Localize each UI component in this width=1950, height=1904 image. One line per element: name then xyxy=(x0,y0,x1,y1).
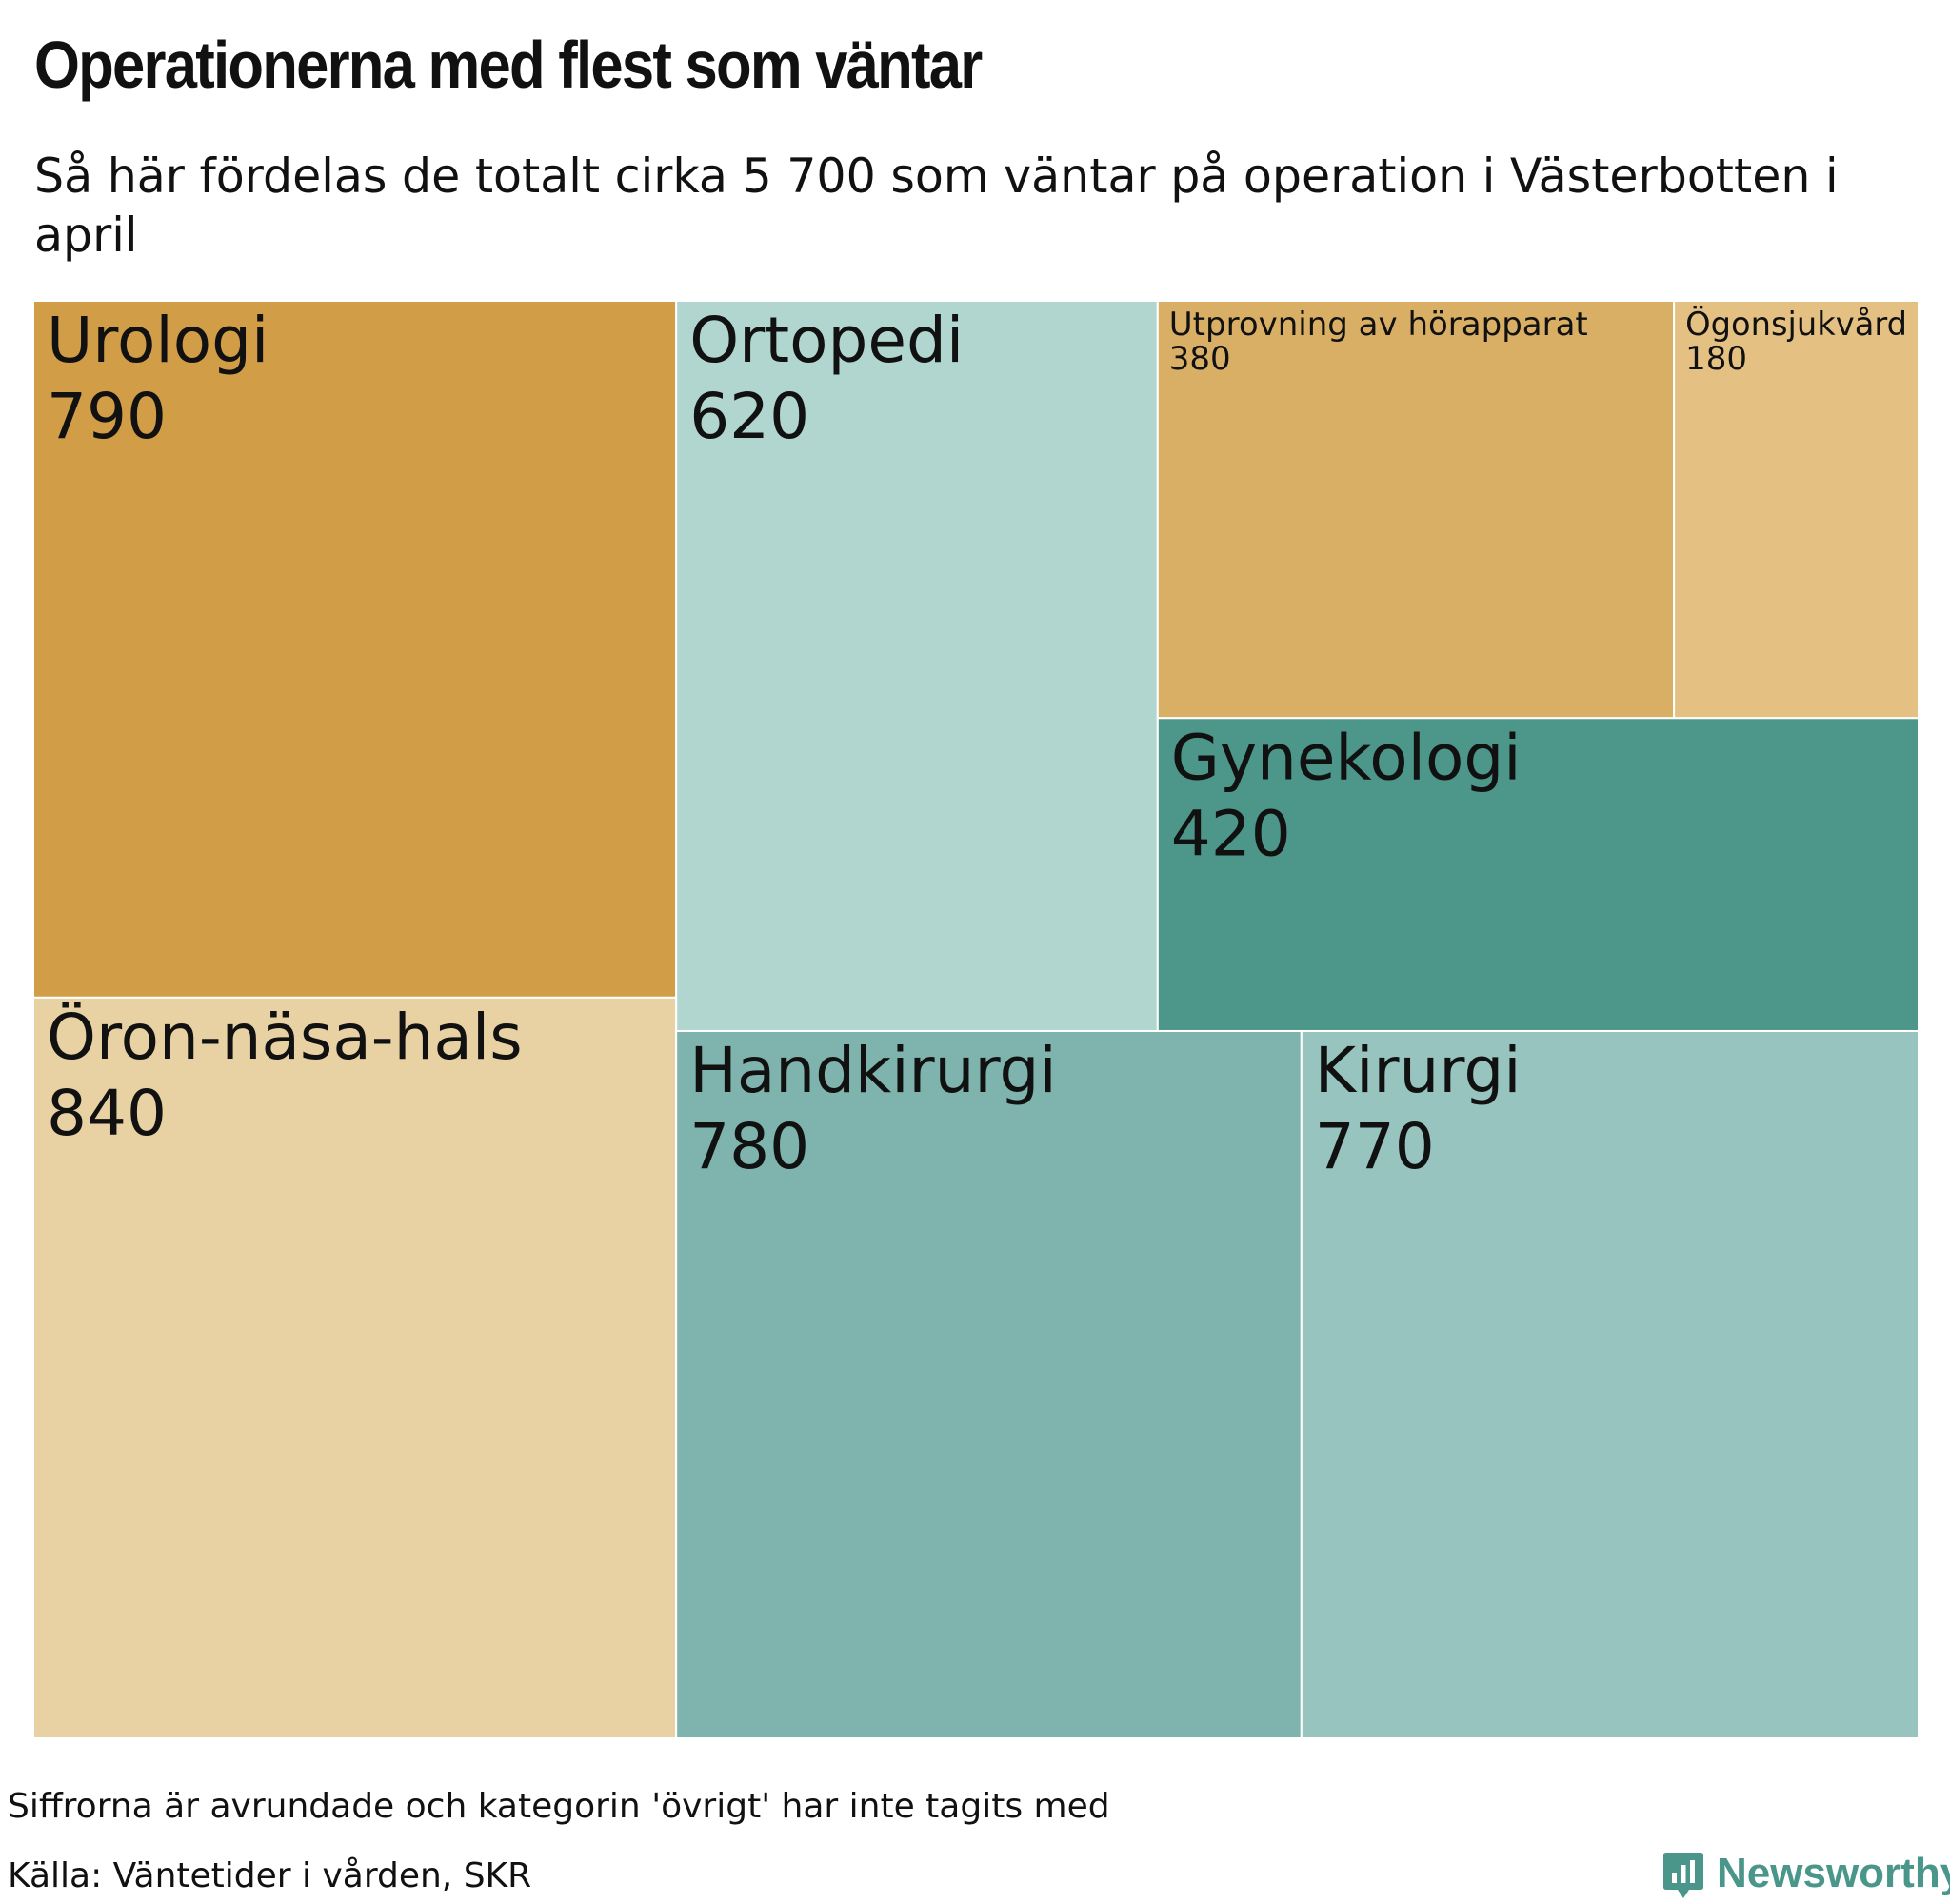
treemap-rect xyxy=(1156,717,1919,1032)
cell-label: Kirurgi xyxy=(1315,1034,1522,1107)
cell-label: Gynekologi xyxy=(1171,721,1522,794)
cell-value: 180 xyxy=(1685,340,1747,378)
cell-label: Ögonsjukvård xyxy=(1685,305,1907,344)
treemap-svg: Urologi790Öron-näsa-hals840Ortopedi620Ut… xyxy=(33,301,1919,1738)
chart-subtitle: Så här fördelas de totalt cirka 5 700 so… xyxy=(34,149,1839,263)
brand-name: Newsworthy xyxy=(1717,1850,1950,1896)
treemap-rect xyxy=(1673,301,1919,720)
source-note: Källa: Väntetider i vården, SKR xyxy=(8,1856,532,1895)
treemap-rect xyxy=(33,301,678,999)
bar-chart-icon xyxy=(1663,1853,1703,1898)
cell-label: Urologi xyxy=(47,304,269,377)
cell-value: 790 xyxy=(47,380,167,453)
cell-value: 770 xyxy=(1315,1110,1435,1183)
chart-title: Operationerna med flest som väntar xyxy=(34,28,983,102)
newsworthy-brand: Newsworthy xyxy=(1661,1851,1950,1904)
cell-value: 620 xyxy=(689,380,809,453)
cell-label: Handkirurgi xyxy=(689,1034,1057,1107)
treemap-rect xyxy=(1300,1029,1919,1738)
treemap-chart: Urologi 790 Öron-näsa-hals 840 Ortopedi 620 Ut… xyxy=(33,301,1919,1738)
cell-value: 780 xyxy=(689,1110,809,1183)
footnote: Siffrorna är avrundade och kategorin 'öv… xyxy=(8,1787,1110,1826)
cell-value: 380 xyxy=(1169,340,1231,378)
treemap-rect xyxy=(33,996,678,1738)
treemap-rect xyxy=(1156,301,1676,720)
cell-value: 420 xyxy=(1171,797,1291,870)
treemap-rect xyxy=(675,1029,1303,1738)
cell-label: Öron-näsa-hals xyxy=(47,1001,523,1074)
cell-value: 840 xyxy=(47,1077,167,1150)
cell-label: Ortopedi xyxy=(689,304,964,377)
cell-label: Utprovning av hörapparat xyxy=(1169,306,1588,344)
